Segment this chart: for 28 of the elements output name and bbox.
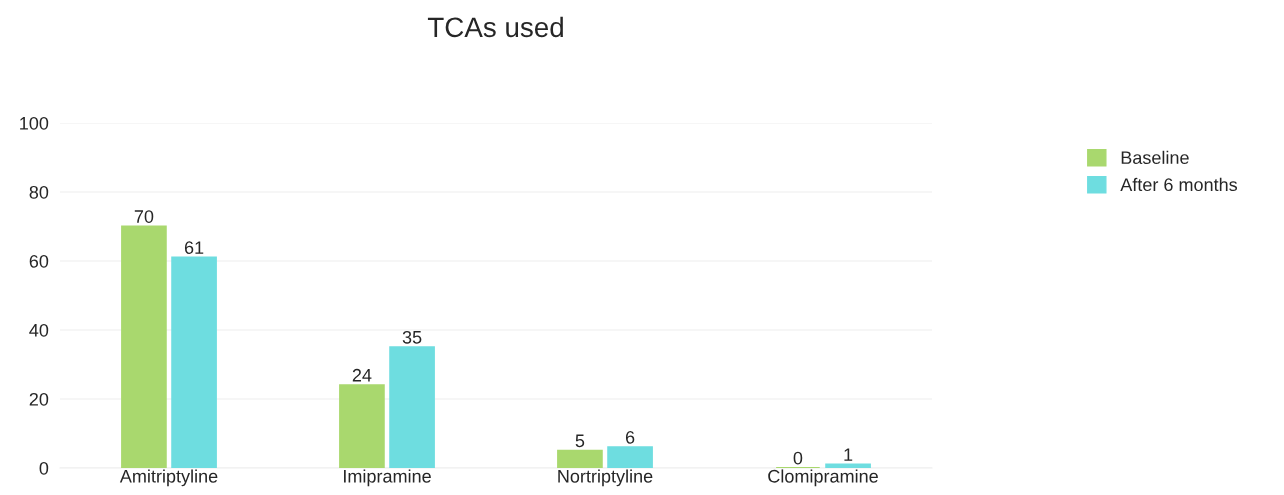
y-tick-label: 80	[29, 185, 49, 199]
x-tick-label: Nortriptyline	[558, 469, 653, 487]
data-label: 35	[402, 330, 422, 344]
y-tick-label: 40	[29, 323, 49, 337]
y-tick-label: 60	[29, 254, 49, 268]
x-tick-label: Imipramine	[344, 469, 431, 487]
data-label: 70	[134, 210, 154, 223]
data-label: 0	[793, 451, 803, 465]
data-label: 61	[184, 241, 204, 254]
legend-label: After 6 months	[1120, 177, 1238, 192]
bar	[121, 225, 167, 468]
x-tick-label: Amitriptyline	[119, 469, 218, 487]
data-label: 5	[575, 434, 585, 448]
bar	[825, 463, 871, 468]
bar	[171, 256, 217, 468]
legend-label: Baseline	[1121, 150, 1189, 165]
bar	[389, 346, 435, 468]
chart-title: TCAs used	[427, 16, 563, 38]
y-tick-label: 20	[29, 392, 49, 406]
x-tick-label: Clomipramine	[768, 469, 878, 487]
y-tick-label: 0	[39, 461, 49, 475]
data-label: 1	[844, 448, 853, 461]
data-label: 6	[625, 430, 635, 444]
bar	[339, 384, 385, 468]
bar	[557, 449, 603, 468]
bar	[607, 446, 653, 468]
data-label: 24	[352, 368, 372, 382]
y-tick-label: 100	[20, 116, 49, 130]
